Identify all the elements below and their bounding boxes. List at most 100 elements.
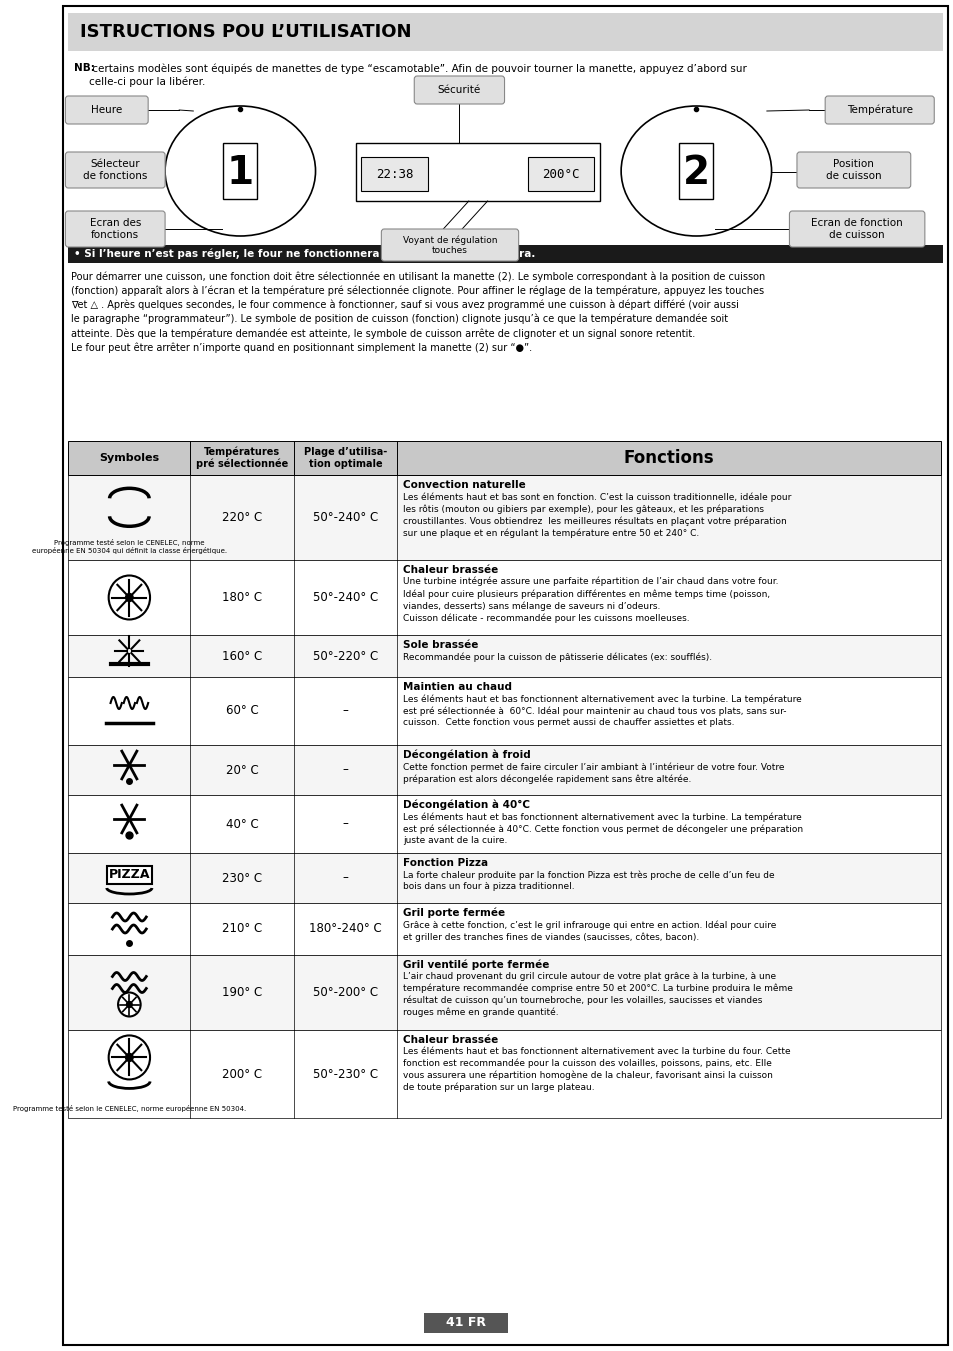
Text: 210° C: 210° C xyxy=(222,923,262,935)
Text: 220° C: 220° C xyxy=(222,511,262,524)
Text: Chaleur brassée: Chaleur brassée xyxy=(402,565,497,576)
Text: Ecran de fonction
de cuisson: Ecran de fonction de cuisson xyxy=(810,219,902,239)
FancyBboxPatch shape xyxy=(69,955,940,1029)
Text: Convection naturelle: Convection naturelle xyxy=(402,480,525,490)
Text: Fonction Pizza: Fonction Pizza xyxy=(402,858,488,867)
FancyBboxPatch shape xyxy=(69,440,940,476)
FancyBboxPatch shape xyxy=(355,143,599,201)
Text: Ecran des
fonctions: Ecran des fonctions xyxy=(90,219,141,239)
Circle shape xyxy=(126,593,133,601)
Text: Les éléments haut et bas sont en fonction. C’est la cuisson traditionnelle, idéa: Les éléments haut et bas sont en fonctio… xyxy=(402,492,791,538)
Text: Décongélation à 40°C: Décongélation à 40°C xyxy=(402,800,530,811)
Text: Une turbine intégrée assure une parfaite répartition de l’air chaud dans votre f: Une turbine intégrée assure une parfaite… xyxy=(402,577,778,623)
Circle shape xyxy=(126,1054,133,1062)
Text: Programme testé selon le CENELEC, norme européenne EN 50304.: Programme testé selon le CENELEC, norme … xyxy=(12,1105,246,1112)
Text: 180° C: 180° C xyxy=(222,590,262,604)
FancyBboxPatch shape xyxy=(69,1029,940,1119)
FancyBboxPatch shape xyxy=(223,143,257,199)
Circle shape xyxy=(109,1035,150,1079)
FancyBboxPatch shape xyxy=(69,14,942,51)
Text: • Si l’heure n’est pas régler, le four ne fonctionnera pas, et l’écran clignoter: • Si l’heure n’est pas régler, le four n… xyxy=(73,249,535,259)
Text: 50°-230° C: 50°-230° C xyxy=(313,1067,377,1081)
FancyBboxPatch shape xyxy=(69,245,942,263)
Text: Position
de cuisson: Position de cuisson xyxy=(825,159,881,181)
FancyBboxPatch shape xyxy=(69,902,940,955)
Ellipse shape xyxy=(620,105,771,236)
FancyBboxPatch shape xyxy=(107,866,152,884)
Text: 22:38: 22:38 xyxy=(375,168,413,181)
Text: PIZZA: PIZZA xyxy=(109,869,150,881)
FancyBboxPatch shape xyxy=(679,143,713,199)
Text: Températures
pré sélectionnée: Températures pré sélectionnée xyxy=(196,447,288,469)
Text: 2: 2 xyxy=(682,154,709,192)
Text: Les éléments haut et bas fonctionnent alternativement avec la turbine du four. C: Les éléments haut et bas fonctionnent al… xyxy=(402,1047,790,1093)
FancyBboxPatch shape xyxy=(360,157,428,190)
Circle shape xyxy=(109,576,150,620)
Text: Sole brassée: Sole brassée xyxy=(402,640,477,650)
Text: 200° C: 200° C xyxy=(222,1067,262,1081)
Text: –: – xyxy=(342,763,348,777)
Text: 60° C: 60° C xyxy=(226,704,258,717)
Text: 230° C: 230° C xyxy=(222,871,262,885)
Text: 40° C: 40° C xyxy=(226,817,258,831)
FancyBboxPatch shape xyxy=(69,476,940,561)
FancyBboxPatch shape xyxy=(414,76,504,104)
Text: Décongélation à froid: Décongélation à froid xyxy=(402,750,530,761)
Text: ISTRUCTIONS POU L’UTILISATION: ISTRUCTIONS POU L’UTILISATION xyxy=(79,23,411,41)
Text: Les éléments haut et bas fonctionnent alternativement avec la turbine. La tempér: Les éléments haut et bas fonctionnent al… xyxy=(402,694,801,727)
Text: Fonctions: Fonctions xyxy=(623,449,714,467)
Text: 180°-240° C: 180°-240° C xyxy=(309,923,381,935)
Ellipse shape xyxy=(165,105,315,236)
Text: 41 FR: 41 FR xyxy=(445,1316,485,1329)
Text: –: – xyxy=(342,704,348,717)
Circle shape xyxy=(127,1001,132,1008)
FancyBboxPatch shape xyxy=(381,230,518,261)
Text: Chaleur brassée: Chaleur brassée xyxy=(402,1035,497,1046)
FancyBboxPatch shape xyxy=(66,211,165,247)
Text: 50°-240° C: 50°-240° C xyxy=(313,511,377,524)
Text: Plage d’utilisa-
tion optimale: Plage d’utilisa- tion optimale xyxy=(304,447,387,469)
FancyBboxPatch shape xyxy=(423,1313,508,1333)
Text: Maintien au chaud: Maintien au chaud xyxy=(402,682,512,692)
FancyBboxPatch shape xyxy=(796,153,910,188)
FancyBboxPatch shape xyxy=(66,153,165,188)
Text: 200°C: 200°C xyxy=(541,168,579,181)
FancyBboxPatch shape xyxy=(824,96,933,124)
Text: Recommandée pour la cuisson de pâtisserie délicates (ex: soufflés).: Recommandée pour la cuisson de pâtisseri… xyxy=(402,653,711,662)
Text: 50°-220° C: 50°-220° C xyxy=(313,650,377,662)
Text: 1: 1 xyxy=(227,154,253,192)
Text: Sécurité: Sécurité xyxy=(437,85,480,95)
Text: –: – xyxy=(342,871,348,885)
Text: 50°-240° C: 50°-240° C xyxy=(313,590,377,604)
Circle shape xyxy=(118,993,140,1016)
Text: La forte chaleur produite par la fonction Pizza est très proche de celle d’un fe: La forte chaleur produite par la fonctio… xyxy=(402,870,774,890)
Text: Les éléments haut et bas fonctionnent alternativement avec la turbine. La tempér: Les éléments haut et bas fonctionnent al… xyxy=(402,812,802,846)
FancyBboxPatch shape xyxy=(69,744,940,794)
Text: NB:: NB: xyxy=(73,63,94,73)
Text: Pour démarrer une cuisson, une fonction doit être sélectionnée en utilisant la m: Pour démarrer une cuisson, une fonction … xyxy=(71,272,764,353)
Text: –: – xyxy=(342,817,348,831)
Text: Cette fonction permet de faire circuler l’air ambiant à l’intérieur de votre fou: Cette fonction permet de faire circuler … xyxy=(402,762,783,784)
FancyBboxPatch shape xyxy=(69,852,940,902)
FancyBboxPatch shape xyxy=(789,211,923,247)
Text: 20° C: 20° C xyxy=(226,763,258,777)
FancyBboxPatch shape xyxy=(69,794,940,852)
Text: 50°-200° C: 50°-200° C xyxy=(313,986,377,998)
Text: Symboles: Symboles xyxy=(99,453,159,463)
Text: Heure: Heure xyxy=(91,105,122,115)
Text: Sélecteur
de fonctions: Sélecteur de fonctions xyxy=(83,159,148,181)
Text: 160° C: 160° C xyxy=(222,650,262,662)
FancyBboxPatch shape xyxy=(528,157,593,190)
FancyBboxPatch shape xyxy=(69,677,940,744)
FancyBboxPatch shape xyxy=(66,96,148,124)
Text: Gril porte fermée: Gril porte fermée xyxy=(402,908,504,919)
FancyBboxPatch shape xyxy=(69,561,940,635)
Text: Programme testé selon le CENELEC, norme
européenne EN 50304 qui définit la class: Programme testé selon le CENELEC, norme … xyxy=(31,539,227,554)
Text: certains modèles sont équipés de manettes de type “escamotable”. Afin de pouvoir: certains modèles sont équipés de manette… xyxy=(89,63,746,88)
Text: L’air chaud provenant du gril circule autour de votre plat grâce à la turbine, à: L’air chaud provenant du gril circule au… xyxy=(402,971,792,1017)
Text: Grâce à cette fonction, c’est le gril infrarouge qui entre en action. Idéal pour: Grâce à cette fonction, c’est le gril in… xyxy=(402,920,776,942)
Text: Voyant de régulation
touches: Voyant de régulation touches xyxy=(402,235,497,255)
Text: Température: Température xyxy=(846,105,912,115)
Text: 190° C: 190° C xyxy=(222,986,262,998)
FancyBboxPatch shape xyxy=(69,635,940,677)
